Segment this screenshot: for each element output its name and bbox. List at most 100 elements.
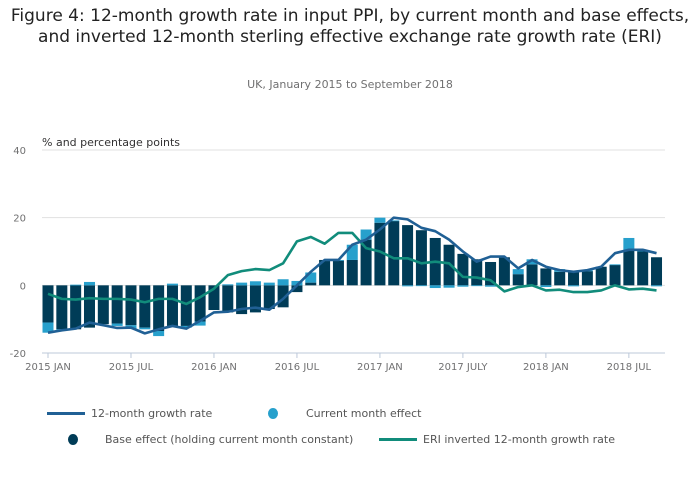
bar-current-month-effect xyxy=(429,285,441,289)
x-tick-label: 2018 JUL xyxy=(607,362,652,373)
x-axis: 2015 JAN 2015 JUL 2016 JAN 2016 JUL 2017 JAN… xyxy=(25,352,665,373)
bar-base-effect xyxy=(374,222,386,286)
x-tick-label: 2018 JAN xyxy=(523,362,569,373)
bar-base-effect xyxy=(595,266,607,286)
bars xyxy=(42,217,663,337)
bar-base-effect xyxy=(319,259,331,286)
y-tick-label: 40 xyxy=(13,146,26,157)
bar-base-effect xyxy=(139,285,151,328)
bar-base-effect xyxy=(581,271,593,286)
bar-base-effect xyxy=(388,221,400,286)
lines xyxy=(47,216,657,335)
x-tick-label: 2015 JUL xyxy=(109,362,154,373)
bar-current-month-effect xyxy=(263,282,275,286)
bar-base-effect xyxy=(194,285,206,322)
x-tick-label: 2015 JAN xyxy=(25,362,71,373)
bar-base-effect xyxy=(512,274,524,286)
legend-item-current-month-effect[interactable]: Current month effect xyxy=(268,407,421,420)
bar-base-effect xyxy=(111,285,123,324)
bar-current-month-effect xyxy=(194,321,206,326)
bar-base-effect xyxy=(554,271,566,286)
bar-base-effect xyxy=(540,268,552,286)
bar-base-effect xyxy=(457,253,469,286)
bar-current-month-effect xyxy=(153,331,165,337)
bar-current-month-effect xyxy=(651,285,663,287)
chart-title: Figure 4: 12-month growth rate in input … xyxy=(10,6,690,47)
bar-base-effect xyxy=(208,285,220,311)
bar-current-month-effect xyxy=(346,244,358,260)
bar-current-month-effect xyxy=(83,281,95,286)
bar-base-effect xyxy=(236,285,248,315)
bar-current-month-effect xyxy=(180,325,192,328)
bar-base-effect xyxy=(360,239,372,286)
legend-label: ERI inverted 12-month growth rate xyxy=(423,433,616,446)
bar-base-effect xyxy=(42,285,54,323)
bar-current-month-effect xyxy=(443,285,455,288)
bar-base-effect xyxy=(346,259,358,286)
chart-area: -20 0 20 40 % and percentage points 2015 JA… xyxy=(10,136,665,373)
bar-current-month-effect xyxy=(42,322,54,333)
legend-item-eri[interactable]: ERI inverted 12-month growth rate xyxy=(379,433,615,446)
legend-label: Base effect (holding current month const… xyxy=(105,433,354,446)
bar-base-effect xyxy=(263,285,275,310)
legend-dot-icon xyxy=(268,408,278,419)
line-12-month-growth-rate xyxy=(47,216,657,335)
bar-base-effect xyxy=(70,285,82,330)
bar-base-effect xyxy=(402,225,414,286)
bar-current-month-effect xyxy=(540,285,552,288)
legend-line-icon xyxy=(379,438,417,441)
bar-current-month-effect xyxy=(471,285,483,287)
bar-current-month-effect xyxy=(485,285,497,287)
bar-base-effect xyxy=(56,285,68,330)
bar-current-month-effect xyxy=(139,327,151,330)
bar-base-effect xyxy=(568,271,580,286)
bar-current-month-effect xyxy=(111,323,123,326)
bar-current-month-effect xyxy=(305,272,317,283)
bar-base-effect xyxy=(249,285,261,313)
bar-current-month-effect xyxy=(291,280,303,286)
bar-current-month-effect xyxy=(609,264,621,266)
bar-base-effect xyxy=(97,285,109,325)
bar-base-effect xyxy=(609,265,621,286)
bar-current-month-effect xyxy=(402,285,414,287)
bar-current-month-effect xyxy=(70,284,82,286)
bar-base-effect xyxy=(277,285,289,308)
x-tick-label: 2017 JULY xyxy=(438,362,488,373)
bar-base-effect xyxy=(125,285,137,326)
bar-current-month-effect xyxy=(360,229,372,240)
bar-current-month-effect xyxy=(568,285,580,287)
bar-current-month-effect xyxy=(236,282,248,286)
bar-base-effect xyxy=(166,285,178,326)
line-eri-inverted xyxy=(47,231,657,306)
y-tick-label: 20 xyxy=(13,214,26,225)
bar-current-month-effect xyxy=(415,285,427,287)
x-tick-label: 2017 JAN xyxy=(357,362,403,373)
x-tick-label: 2016 JAN xyxy=(191,362,237,373)
chart-subtitle: UK, January 2015 to September 2018 xyxy=(247,78,453,91)
bar-base-effect xyxy=(485,261,497,286)
y-tick-label: 0 xyxy=(20,281,26,292)
bar-current-month-effect xyxy=(526,259,538,265)
bar-base-effect xyxy=(180,285,192,326)
y-tick-label: -20 xyxy=(10,349,26,360)
bar-current-month-effect xyxy=(388,220,400,222)
bar-current-month-effect xyxy=(623,237,635,250)
bar-base-effect xyxy=(623,249,635,286)
bar-current-month-effect xyxy=(222,284,234,286)
y-axis-label: % and percentage points xyxy=(42,136,180,149)
bar-base-effect xyxy=(332,260,344,286)
bar-current-month-effect xyxy=(249,281,261,286)
bar-base-effect xyxy=(651,257,663,286)
bar-base-effect xyxy=(637,251,649,286)
x-tick-label: 2016 JUL xyxy=(275,362,320,373)
y-axis: -20 0 20 40 xyxy=(10,146,26,360)
legend-item-base-effect[interactable]: Base effect (holding current month const… xyxy=(68,433,353,446)
legend-label: Current month effect xyxy=(306,407,422,420)
bar-base-effect xyxy=(153,285,165,332)
bar-current-month-effect xyxy=(374,217,386,223)
bar-current-month-effect xyxy=(457,285,469,287)
legend-item-growth-rate[interactable]: 12-month growth rate xyxy=(47,407,212,420)
legend-dot-icon xyxy=(68,434,78,445)
bar-current-month-effect xyxy=(166,283,178,286)
bar-base-effect xyxy=(291,285,303,293)
